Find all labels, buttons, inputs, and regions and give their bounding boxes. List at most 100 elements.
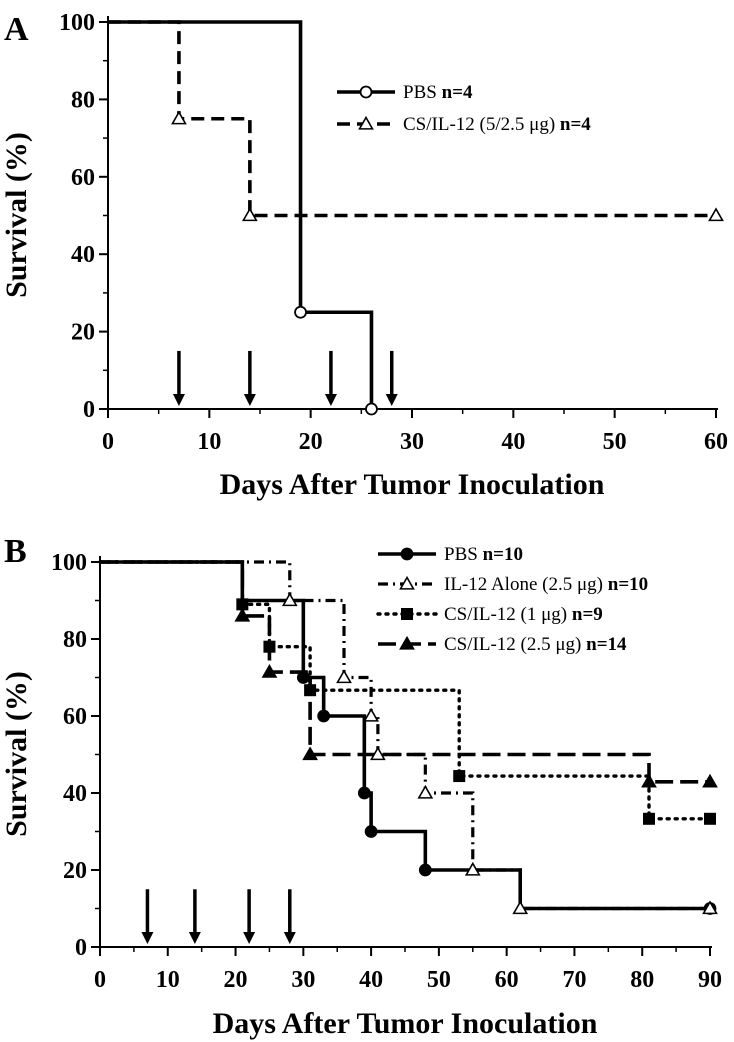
series-2-point [281,592,298,607]
x-tick-label: 0 [102,429,114,455]
series-4-point [641,773,657,788]
treatment-arrow-head [283,932,296,944]
series-2-point [702,900,718,915]
series-1-point [296,671,310,684]
series-line-4 [100,560,710,784]
legend-sample-size: n=4 [442,82,473,103]
legend-label: CS/IL-12 (1 μg) n=9 [444,604,603,625]
series-2-point [512,900,529,915]
x-tick-label: 50 [603,429,627,455]
treatment-arrow-head [243,394,256,406]
treatment-arrow-head [385,394,398,406]
series-1-point [365,402,378,416]
x-tick-label: 50 [427,967,451,993]
x-tick-label: 30 [400,429,424,455]
legend-label: CS/IL-12 (5/2.5 μg) n=4 [403,114,591,135]
legend-marker [400,547,414,561]
legend-label: CS/IL-12 (2.5 μg) n=14 [444,634,627,655]
legend-series-name: CS/IL-12 (2.5 μg) [444,634,586,655]
y-tick-label: 40 [71,242,95,268]
x-tick-label: 0 [94,967,106,993]
legend-marker [358,115,374,130]
legend-series-name: CS/IL-12 (1 μg) [444,604,572,625]
panel-letter: B [4,533,27,570]
x-tick-label: 80 [630,967,654,993]
y-axis-title: Survival (%) [0,132,33,298]
series-4-point [234,607,251,622]
series-1-point [317,709,331,723]
series-line-2 [100,560,710,911]
series-2-point [363,707,379,722]
x-tick-label: 70 [562,967,586,993]
x-axis-title: Days After Tumor Inoculation [220,468,605,501]
x-tick-label: 30 [291,967,315,993]
series-3-point [263,640,276,653]
legend-series-name: PBS [403,82,442,103]
legend-sample-size: n=4 [560,114,591,135]
series-4-point [302,746,318,761]
series-4-point [261,663,278,678]
series-line-3 [98,560,712,821]
series-2-point [370,746,386,761]
y-tick-label: 0 [75,935,87,961]
series-3-point [643,812,655,825]
x-axis-title: Days After Tumor Inoculation [213,1007,598,1040]
treatment-arrow-head [243,932,256,944]
series-3-point [304,684,317,697]
legend-sample-size: n=10 [608,574,648,595]
legend-sample-size: n=9 [572,604,603,625]
series-2-point [464,861,481,876]
treatment-arrow-head [141,932,154,944]
series-2-point [417,784,434,799]
legend-series-name: PBS [444,544,483,565]
series-line-2 [108,20,716,218]
x-tick-label: 20 [224,967,248,993]
legend-series-name: IL-12 Alone (2.5 μg) [444,574,608,595]
series-2-point [241,207,258,222]
x-tick-label: 20 [299,429,323,455]
y-tick-label: 60 [63,704,87,730]
y-tick-label: 60 [71,165,95,191]
legend-series-name: CS/IL-12 (5/2.5 μg) [403,114,560,135]
x-tick-label: 60 [704,429,728,455]
x-tick-label: 10 [197,429,221,455]
y-tick-label: 0 [83,397,95,423]
panel-letter: A [4,11,29,48]
x-tick-label: 10 [156,967,180,993]
series-4-point [702,773,718,788]
treatment-arrow-head [188,932,201,944]
legend-label: IL-12 Alone (2.5 μg) n=10 [444,574,648,595]
y-tick-label: 40 [63,781,87,807]
legend-sample-size: n=14 [586,634,627,655]
series-2-point [336,669,352,684]
legend-label: PBS n=4 [403,82,473,103]
y-tick-label: 80 [63,627,87,653]
series-2-point [708,207,724,222]
y-tick-label: 100 [59,10,95,36]
legend-label: PBS n=10 [444,544,523,565]
series-2-point [171,110,187,125]
y-axis-title: Survival (%) [0,671,33,837]
series-1-point [364,825,378,838]
legend-marker [401,608,413,620]
x-tick-label: 60 [495,967,519,993]
series-3-point [704,812,716,825]
y-tick-label: 20 [63,858,87,884]
x-tick-label: 40 [359,967,383,993]
series-1-point [294,305,307,319]
y-tick-label: 100 [51,550,87,576]
x-tick-label: 90 [698,967,722,993]
x-tick-label: 40 [501,429,525,455]
treatment-arrow-head [324,394,337,406]
legend-marker [399,635,415,650]
series-1-point [357,786,371,800]
treatment-arrow-head [172,394,185,406]
y-tick-label: 80 [71,87,95,113]
panel-b-chart: B 0 20 40 60 80 100 0 10 20 30 40 50 60 70 80 90 Days Aft… [0,533,722,1040]
series-1-point [418,863,432,877]
y-tick-label: 20 [71,320,95,346]
legend-marker [399,575,415,590]
series-3-point [453,770,466,783]
panel-a-chart: A 0 20 40 60 80 100 0 10 20 30 40 50 60 Days After Tum… [0,10,728,501]
